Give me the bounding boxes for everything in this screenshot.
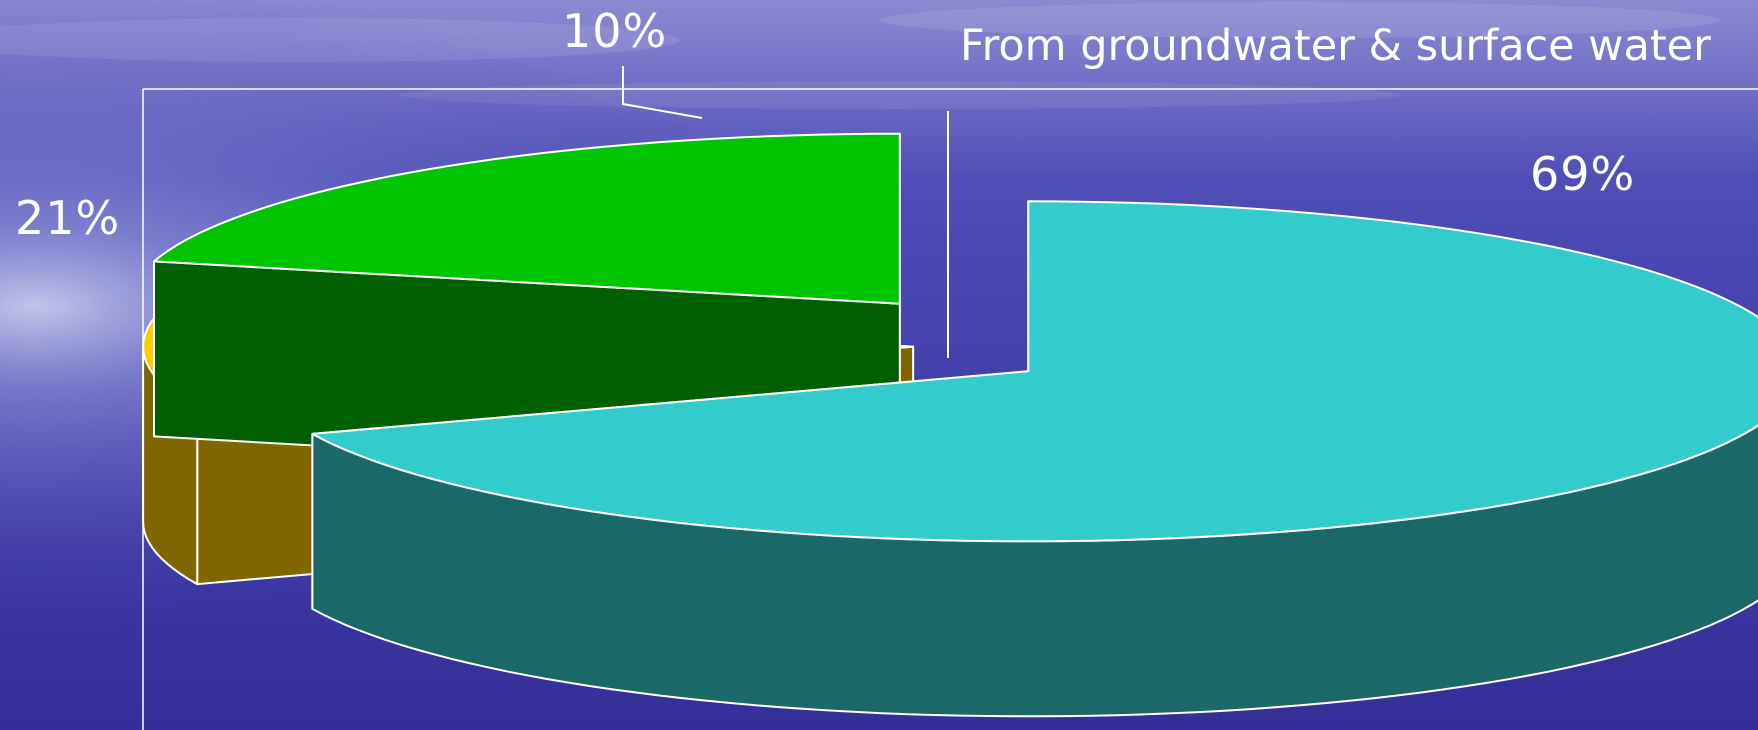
slice-label-21: 21% <box>15 191 120 245</box>
leader-line-10 <box>622 66 703 119</box>
pie-slices <box>142 132 1758 718</box>
slice-top-face-69 <box>311 200 1758 543</box>
slice-top-face-21 <box>153 132 901 305</box>
slice-label-10: 10% <box>562 4 667 58</box>
chart-title: From groundwater & surface water <box>960 21 1711 71</box>
pie-slice-69 <box>311 200 1758 718</box>
slice-label-69: 69% <box>1530 147 1635 201</box>
